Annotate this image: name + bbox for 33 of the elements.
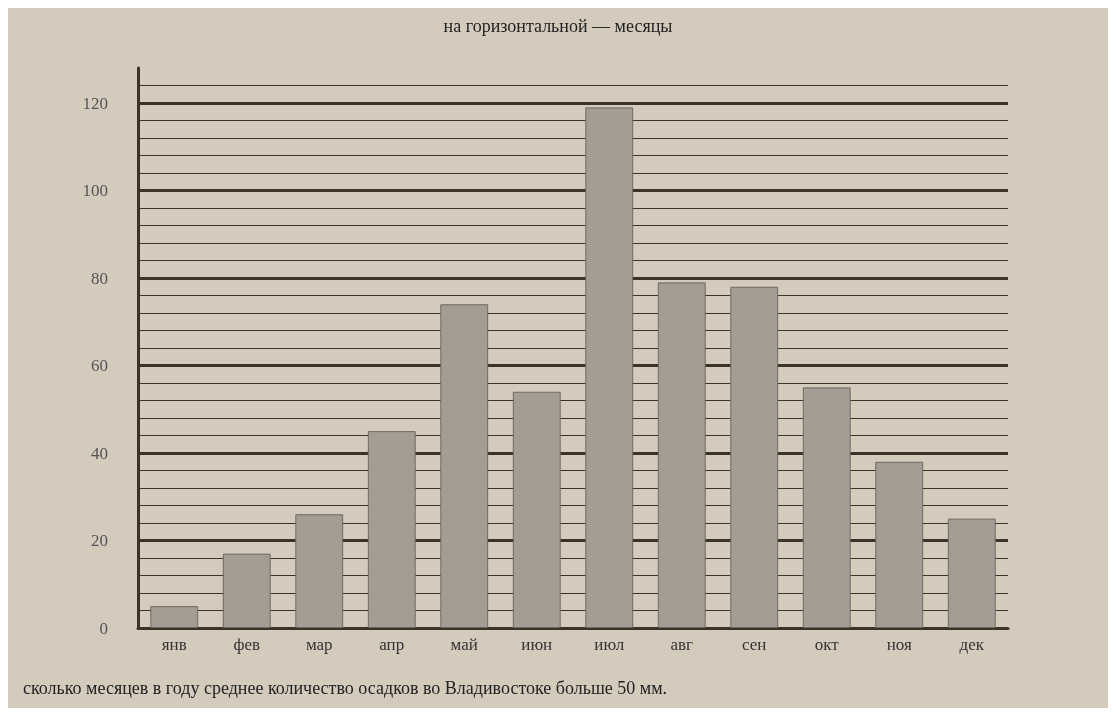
x-tick-label: авг [670,635,694,654]
x-tick-label: мар [305,635,333,654]
y-tick-label: 20 [91,531,108,550]
y-tick-label: 60 [91,356,108,375]
bar [367,431,416,628]
x-tick-label: апр [379,635,405,654]
bar [947,518,996,628]
bar [585,107,634,628]
chart-title: на горизонтальной — месяцы [443,16,673,36]
text: сколько месяцев в году среднее количество осадков во Владивостоке больше 50 мм. [23,678,668,698]
x-tick-label: янв [161,635,187,654]
y-tick-label: 0 [99,618,108,638]
bar [222,553,271,628]
y-tick-label: 80 [91,268,108,288]
x-tick-label: окт [814,635,840,654]
x-tick-label: июл [594,635,625,654]
bar [150,606,199,628]
x-tick-label: ноя [886,635,912,654]
x-tick-label: июн [521,635,553,654]
x-tick-label: фев [233,635,261,654]
bar [802,387,851,628]
bar [657,282,706,628]
bar [440,304,489,628]
x-tick-label: сен [742,635,767,654]
x-tick-label: дек [959,635,985,654]
bar [730,286,779,628]
x-tick-label: май [450,635,478,654]
bar [875,461,924,628]
bar [295,514,344,628]
y-tick-label: 100 [82,181,108,200]
bar [512,391,561,628]
y-tick-label: 40 [91,443,108,463]
y-tick-label: 120 [82,93,108,113]
